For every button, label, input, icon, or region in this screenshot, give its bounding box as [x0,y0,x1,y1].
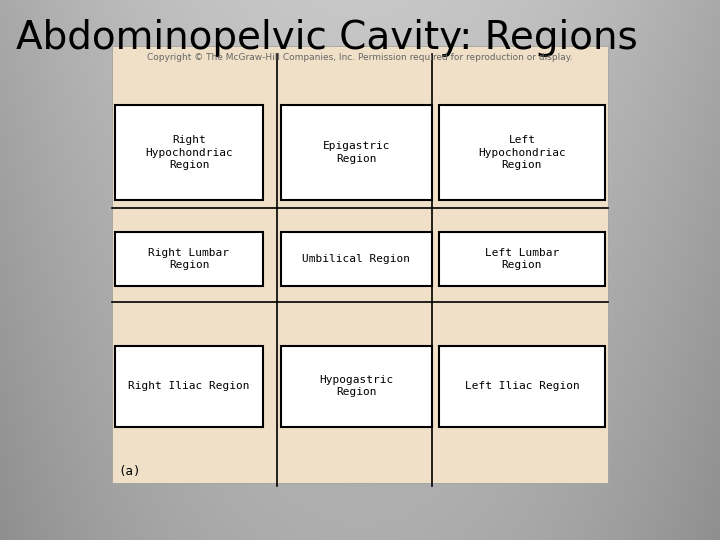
Text: Abdominopelvic Cavity: Regions: Abdominopelvic Cavity: Regions [16,19,638,57]
Text: Hypogastric
Region: Hypogastric Region [319,375,394,397]
Text: Left
Hypochondriac
Region: Left Hypochondriac Region [478,135,566,170]
Text: Copyright © The McGraw-Hill Companies, Inc. Permission required for reproduction: Copyright © The McGraw-Hill Companies, I… [147,53,573,62]
Text: Umbilical Region: Umbilical Region [302,254,410,264]
Bar [439,232,605,286]
Bar [115,346,263,427]
Bar [112,46,608,483]
Text: Left Iliac Region: Left Iliac Region [464,381,580,391]
Bar [281,232,432,286]
Bar [439,105,605,200]
Text: (a): (a) [119,465,141,478]
Bar [281,105,432,200]
Bar [281,346,432,427]
Text: Right Lumbar
Region: Right Lumbar Region [148,248,230,271]
Text: Epigastric
Region: Epigastric Region [323,141,390,164]
Text: Left Lumbar
Region: Left Lumbar Region [485,248,559,271]
Text: Right
Hypochondriac
Region: Right Hypochondriac Region [145,135,233,170]
Text: Right Iliac Region: Right Iliac Region [128,381,250,391]
Bar [115,105,263,200]
Bar [115,232,263,286]
Bar [439,346,605,427]
